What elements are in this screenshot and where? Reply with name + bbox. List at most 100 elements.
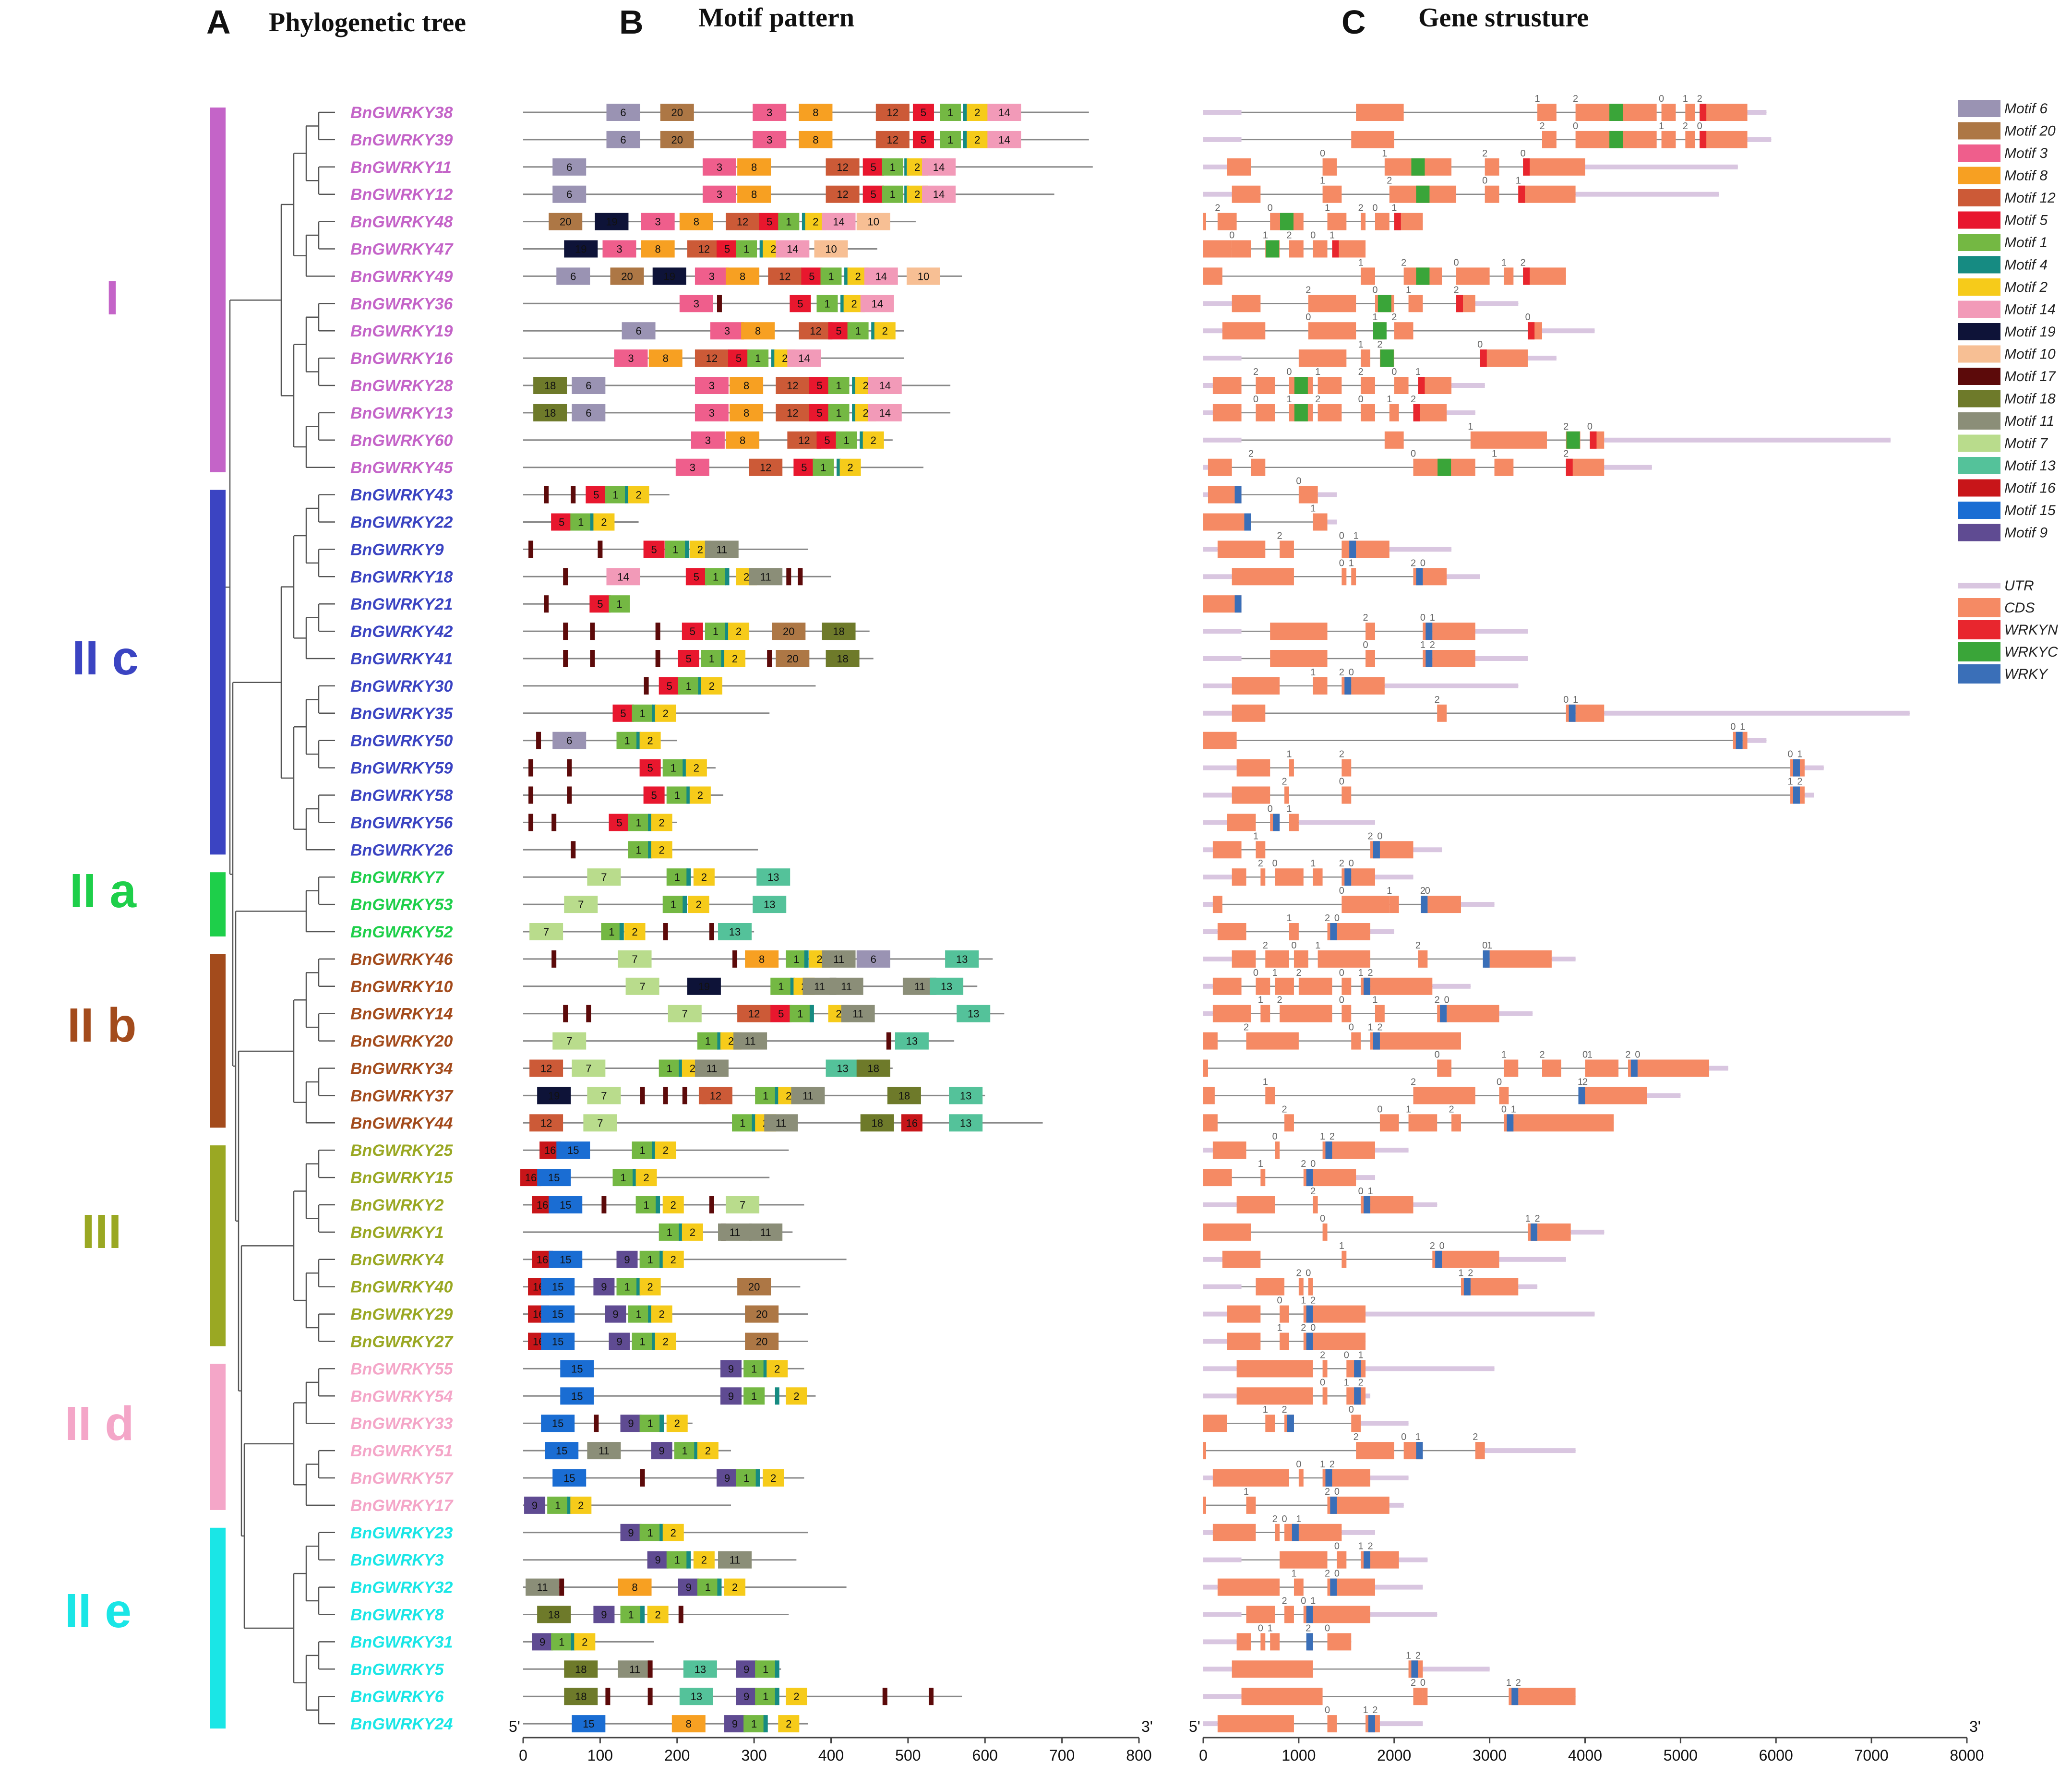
motif-box [682,1223,703,1241]
motif-box [564,896,598,913]
motif-number: 5 [694,571,699,583]
motif-box [728,349,750,367]
motif-number: 13 [941,981,952,993]
motif-number: 13 [695,1663,706,1675]
intron-phase: 2 [1282,1104,1287,1115]
cds-block [1232,240,1251,258]
motif-number: 14 [798,352,810,364]
motif-number: 3 [709,407,715,419]
cds-block [1256,404,1275,421]
cds-block [1298,977,1332,995]
utr-block [1365,1393,1371,1399]
intron-phase: 0 [1229,230,1234,241]
motif-box [683,759,687,777]
motif-number: 2 [863,380,869,392]
cds-block [1537,104,1557,121]
utr-block [1604,437,1891,443]
motif-box [526,1578,560,1596]
cds-block [1203,1496,1206,1514]
motif-box [570,1496,592,1514]
gene-name: BnGWRKY27 [350,1333,454,1351]
gene-names: BnGWRKY38 BnGWRKY39 BnGWRKY11 BnGWRKY12 BnGW… [350,104,454,1733]
motif-box [612,1169,634,1187]
wrky-domain [1234,486,1242,504]
motif-number: 8 [743,407,749,419]
motif-box [655,650,660,667]
intron-phase: 0 [1339,530,1344,541]
cds-block [1365,623,1375,640]
cds-block [1265,950,1289,968]
cds-block [1236,1387,1313,1405]
gene-name: BnGWRKY35 [350,705,454,723]
motif-number: 5 [809,270,814,282]
motif-box [829,977,863,995]
utr-block [1203,547,1218,552]
cds-block [1685,104,1695,121]
motif-number: 14 [998,134,1010,146]
intron-phase: 1 [1406,1104,1411,1115]
motif-box [686,1551,691,1569]
intron-phase: 0 [1334,1541,1340,1552]
cds-block [1241,1688,1323,1705]
intron-phase: 1 [1263,1404,1268,1415]
motif-number: 11 [776,1117,787,1129]
utr-block [1317,492,1337,497]
motif-box [651,1305,672,1323]
legend-label: Motif 7 [2004,436,2048,452]
intron-phase: 1 [1339,1241,1344,1251]
intron-phase: 1 [1320,176,1325,186]
wrky-domain [1273,814,1280,831]
motif-box [695,349,729,367]
motif-box [616,1250,638,1268]
cds-block [1260,1005,1270,1022]
intron-phase: 2 [1367,968,1373,978]
cds-block [1470,431,1547,449]
legend-label: Motif 10 [2004,347,2056,362]
motif-number: 15 [552,1336,563,1348]
motif-box [809,377,830,394]
gene-name: BnGWRKY13 [350,404,453,422]
intron-phase: 2 [1310,1186,1316,1197]
intron-phase: 0 [1325,1623,1330,1633]
motif-number: 2 [694,762,699,774]
cds-block [1289,759,1294,777]
gene-name: BnGWRKY22 [350,514,453,532]
gene-name: BnGWRKY9 [350,540,444,559]
motif-number: 11 [745,1035,756,1047]
intron-phase: 1 [1277,1323,1282,1333]
motif-number: 1 [751,1390,757,1402]
motif-number: 3 [724,325,730,337]
intron-phase: 0 [1587,421,1593,432]
intron-phase: 0 [1358,1186,1364,1197]
cds-block [1203,213,1206,230]
intron-phase: 0 [1334,1569,1340,1579]
motif-box [749,568,783,586]
axis-end-label: 5' [1189,1718,1200,1735]
wrkyn-domain [1332,240,1339,258]
motif-number: 10 [825,243,837,255]
motif-number: 5 [559,516,564,528]
cds-block [1327,1633,1352,1651]
intron-phase: 2 [1253,367,1258,377]
intron-phase: 0 [1349,667,1354,678]
cds-block [1217,1578,1280,1596]
motif-number: 1 [578,516,584,528]
motif-box [743,1387,765,1405]
motif-box [912,131,934,148]
wrky-domain [1306,1169,1313,1187]
motif-box [912,104,934,121]
cds-block [1275,1141,1280,1159]
cds-block [1284,1114,1294,1132]
cds-block [1351,1032,1361,1050]
intron-phase: 2 [1468,1268,1473,1279]
utr-block [1447,574,1480,579]
motif-number: 1 [751,1363,757,1375]
motif-box [852,377,857,394]
motif-number: 1 [555,1500,561,1512]
cds-block [1270,1633,1280,1651]
cds-block [1337,1551,1347,1569]
utr-block [1370,1476,1409,1480]
utr-block [1203,1530,1213,1535]
intron-phase: 1 [1325,203,1330,214]
legend-label: WRKYC [2004,644,2058,660]
